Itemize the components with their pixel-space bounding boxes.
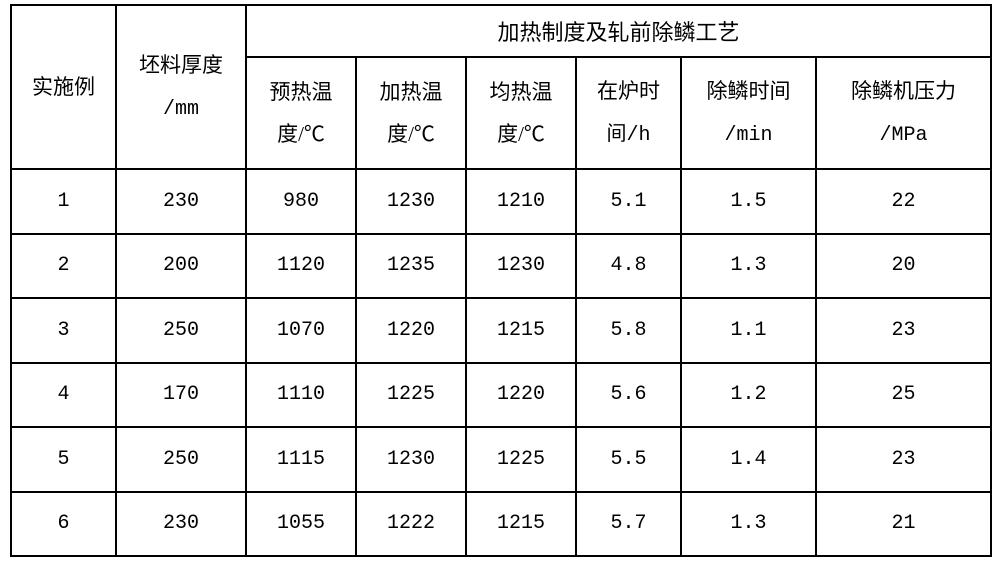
data-table: 实施例 坯料厚度 /mm 加热制度及轧前除鳞工艺 预热温 度/℃ 加热温 度/℃… <box>10 4 992 557</box>
header-group-title: 加热制度及轧前除鳞工艺 <box>246 5 991 57</box>
cell-thickness: 250 <box>116 427 246 492</box>
cell-example: 5 <box>11 427 116 492</box>
cell-furnace: 5.8 <box>576 298 681 363</box>
header-heating-l1: 加热温 <box>380 80 443 104</box>
header-descale-time-l2: /min <box>724 124 772 147</box>
header-heating-l2: 度/℃ <box>387 122 435 146</box>
cell-descale-time: 1.1 <box>681 298 816 363</box>
header-descale-press-l1: 除鳞机压力 <box>851 79 956 103</box>
cell-descale-time: 1.2 <box>681 363 816 428</box>
cell-furnace: 5.1 <box>576 169 681 234</box>
cell-soaking: 1215 <box>466 492 576 557</box>
cell-thickness: 230 <box>116 492 246 557</box>
cell-thickness: 170 <box>116 363 246 428</box>
header-heating: 加热温 度/℃ <box>356 57 466 169</box>
cell-descale-time: 1.4 <box>681 427 816 492</box>
cell-furnace: 4.8 <box>576 234 681 299</box>
cell-soaking: 1210 <box>466 169 576 234</box>
header-furnace-l1: 在炉时 <box>597 79 660 103</box>
header-thickness-l2: /mm <box>163 98 199 121</box>
cell-preheat: 1055 <box>246 492 356 557</box>
cell-thickness: 200 <box>116 234 246 299</box>
table-row: 6 230 1055 1222 1215 5.7 1.3 21 <box>11 492 991 557</box>
cell-furnace: 5.5 <box>576 427 681 492</box>
table-row: 2 200 1120 1235 1230 4.8 1.3 20 <box>11 234 991 299</box>
cell-example: 6 <box>11 492 116 557</box>
header-example: 实施例 <box>11 5 116 169</box>
cell-furnace: 5.7 <box>576 492 681 557</box>
cell-descale-time: 1.3 <box>681 492 816 557</box>
cell-thickness: 250 <box>116 298 246 363</box>
cell-descale-press: 23 <box>816 298 991 363</box>
cell-example: 4 <box>11 363 116 428</box>
header-thickness-l1: 坯料厚度 <box>139 53 223 77</box>
cell-soaking: 1220 <box>466 363 576 428</box>
cell-descale-time: 1.3 <box>681 234 816 299</box>
table-container: 实施例 坯料厚度 /mm 加热制度及轧前除鳞工艺 预热温 度/℃ 加热温 度/℃… <box>0 0 1000 561</box>
cell-soaking: 1225 <box>466 427 576 492</box>
table-body: 1 230 980 1230 1210 5.1 1.5 22 2 200 112… <box>11 169 991 556</box>
header-soaking: 均热温 度/℃ <box>466 57 576 169</box>
table-row: 4 170 1110 1225 1220 5.6 1.2 25 <box>11 363 991 428</box>
cell-furnace: 5.6 <box>576 363 681 428</box>
cell-descale-press: 25 <box>816 363 991 428</box>
cell-heating: 1230 <box>356 427 466 492</box>
header-descale-press-l2: /MPa <box>880 124 928 147</box>
header-descale-press: 除鳞机压力 /MPa <box>816 57 991 169</box>
header-soaking-l1: 均热温 <box>490 80 553 104</box>
cell-heating: 1230 <box>356 169 466 234</box>
cell-thickness: 230 <box>116 169 246 234</box>
header-preheat-l2: 度/℃ <box>277 122 325 146</box>
cell-heating: 1225 <box>356 363 466 428</box>
header-furnace: 在炉时 间/h <box>576 57 681 169</box>
header-furnace-l2: 间/h <box>606 124 650 147</box>
header-preheat: 预热温 度/℃ <box>246 57 356 169</box>
cell-preheat: 1115 <box>246 427 356 492</box>
cell-example: 1 <box>11 169 116 234</box>
cell-descale-press: 23 <box>816 427 991 492</box>
header-descale-time: 除鳞时间 /min <box>681 57 816 169</box>
header-thickness: 坯料厚度 /mm <box>116 5 246 169</box>
table-row: 5 250 1115 1230 1225 5.5 1.4 23 <box>11 427 991 492</box>
cell-heating: 1220 <box>356 298 466 363</box>
header-descale-time-l1: 除鳞时间 <box>707 79 791 103</box>
header-preheat-l1: 预热温 <box>270 80 333 104</box>
cell-descale-press: 22 <box>816 169 991 234</box>
cell-soaking: 1215 <box>466 298 576 363</box>
table-row: 1 230 980 1230 1210 5.1 1.5 22 <box>11 169 991 234</box>
cell-preheat: 1070 <box>246 298 356 363</box>
cell-heating: 1222 <box>356 492 466 557</box>
cell-preheat: 1120 <box>246 234 356 299</box>
header-soaking-l2: 度/℃ <box>497 122 545 146</box>
cell-example: 2 <box>11 234 116 299</box>
cell-preheat: 980 <box>246 169 356 234</box>
cell-soaking: 1230 <box>466 234 576 299</box>
cell-heating: 1235 <box>356 234 466 299</box>
cell-example: 3 <box>11 298 116 363</box>
cell-descale-time: 1.5 <box>681 169 816 234</box>
table-row: 3 250 1070 1220 1215 5.8 1.1 23 <box>11 298 991 363</box>
cell-descale-press: 20 <box>816 234 991 299</box>
cell-descale-press: 21 <box>816 492 991 557</box>
cell-preheat: 1110 <box>246 363 356 428</box>
